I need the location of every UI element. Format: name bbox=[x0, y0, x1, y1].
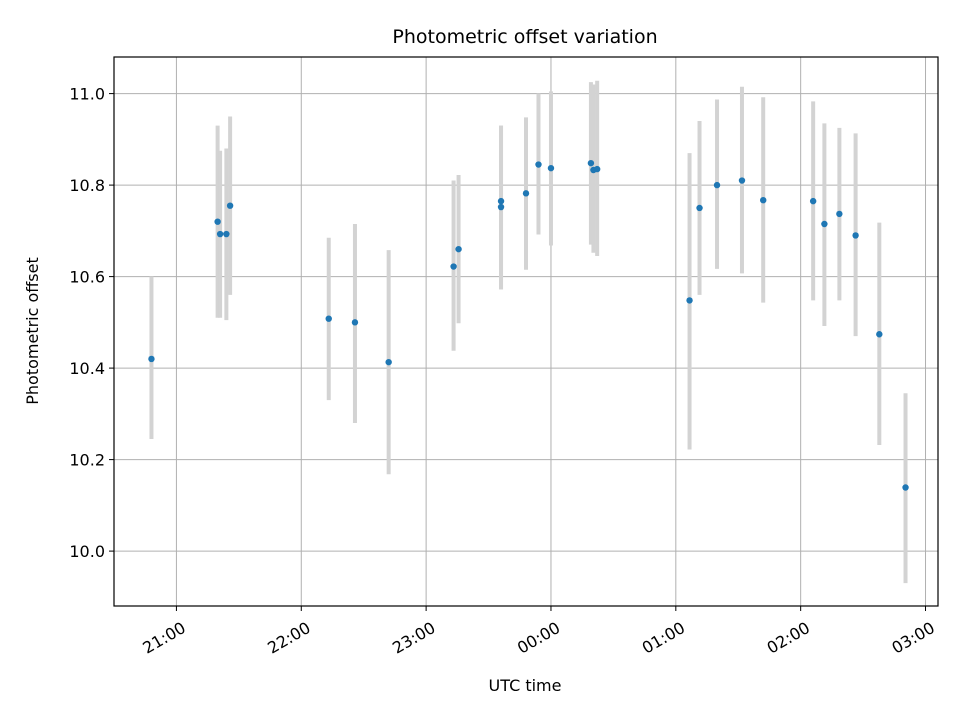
y-tick-label: 10.6 bbox=[69, 268, 105, 287]
y-axis-title: Photometric offset bbox=[23, 257, 42, 405]
data-point bbox=[821, 220, 828, 228]
data-point bbox=[497, 197, 505, 205]
data-point bbox=[497, 203, 505, 211]
data-point bbox=[325, 315, 332, 322]
data-point bbox=[760, 196, 767, 204]
data-points bbox=[148, 159, 909, 491]
data-point bbox=[809, 197, 817, 205]
data-point bbox=[351, 319, 359, 326]
data-point bbox=[902, 484, 909, 491]
data-point bbox=[214, 218, 221, 225]
data-point bbox=[713, 181, 721, 189]
data-point bbox=[535, 161, 542, 168]
grid-lines bbox=[114, 57, 938, 606]
data-point bbox=[587, 159, 595, 167]
chart-title: Photometric offset variation bbox=[392, 26, 657, 48]
data-point bbox=[593, 165, 601, 173]
y-tick-label: 10.2 bbox=[69, 451, 105, 470]
data-point bbox=[686, 297, 693, 304]
data-point bbox=[450, 263, 457, 270]
data-point bbox=[852, 232, 859, 239]
data-point bbox=[148, 355, 155, 363]
y-tick-label: 10.0 bbox=[69, 542, 105, 561]
plot-area-frame bbox=[113, 56, 939, 607]
data-point bbox=[696, 204, 703, 212]
y-tick-label: 11.0 bbox=[69, 85, 105, 104]
y-tick-label: 10.4 bbox=[69, 359, 105, 378]
data-point bbox=[385, 358, 392, 366]
data-point bbox=[876, 331, 883, 338]
x-axis-title: UTC time bbox=[489, 676, 562, 695]
data-point bbox=[836, 210, 843, 218]
data-point bbox=[547, 164, 555, 172]
data-point bbox=[223, 230, 230, 238]
data-point bbox=[522, 190, 530, 197]
data-point bbox=[455, 245, 462, 253]
data-point bbox=[738, 177, 746, 184]
data-point bbox=[226, 202, 234, 209]
data-point bbox=[216, 230, 224, 238]
y-axis-ticks: 10.0 10.2 10.4 10.6 10.8 11.0 bbox=[69, 85, 114, 561]
y-tick-label: 10.8 bbox=[69, 176, 105, 195]
